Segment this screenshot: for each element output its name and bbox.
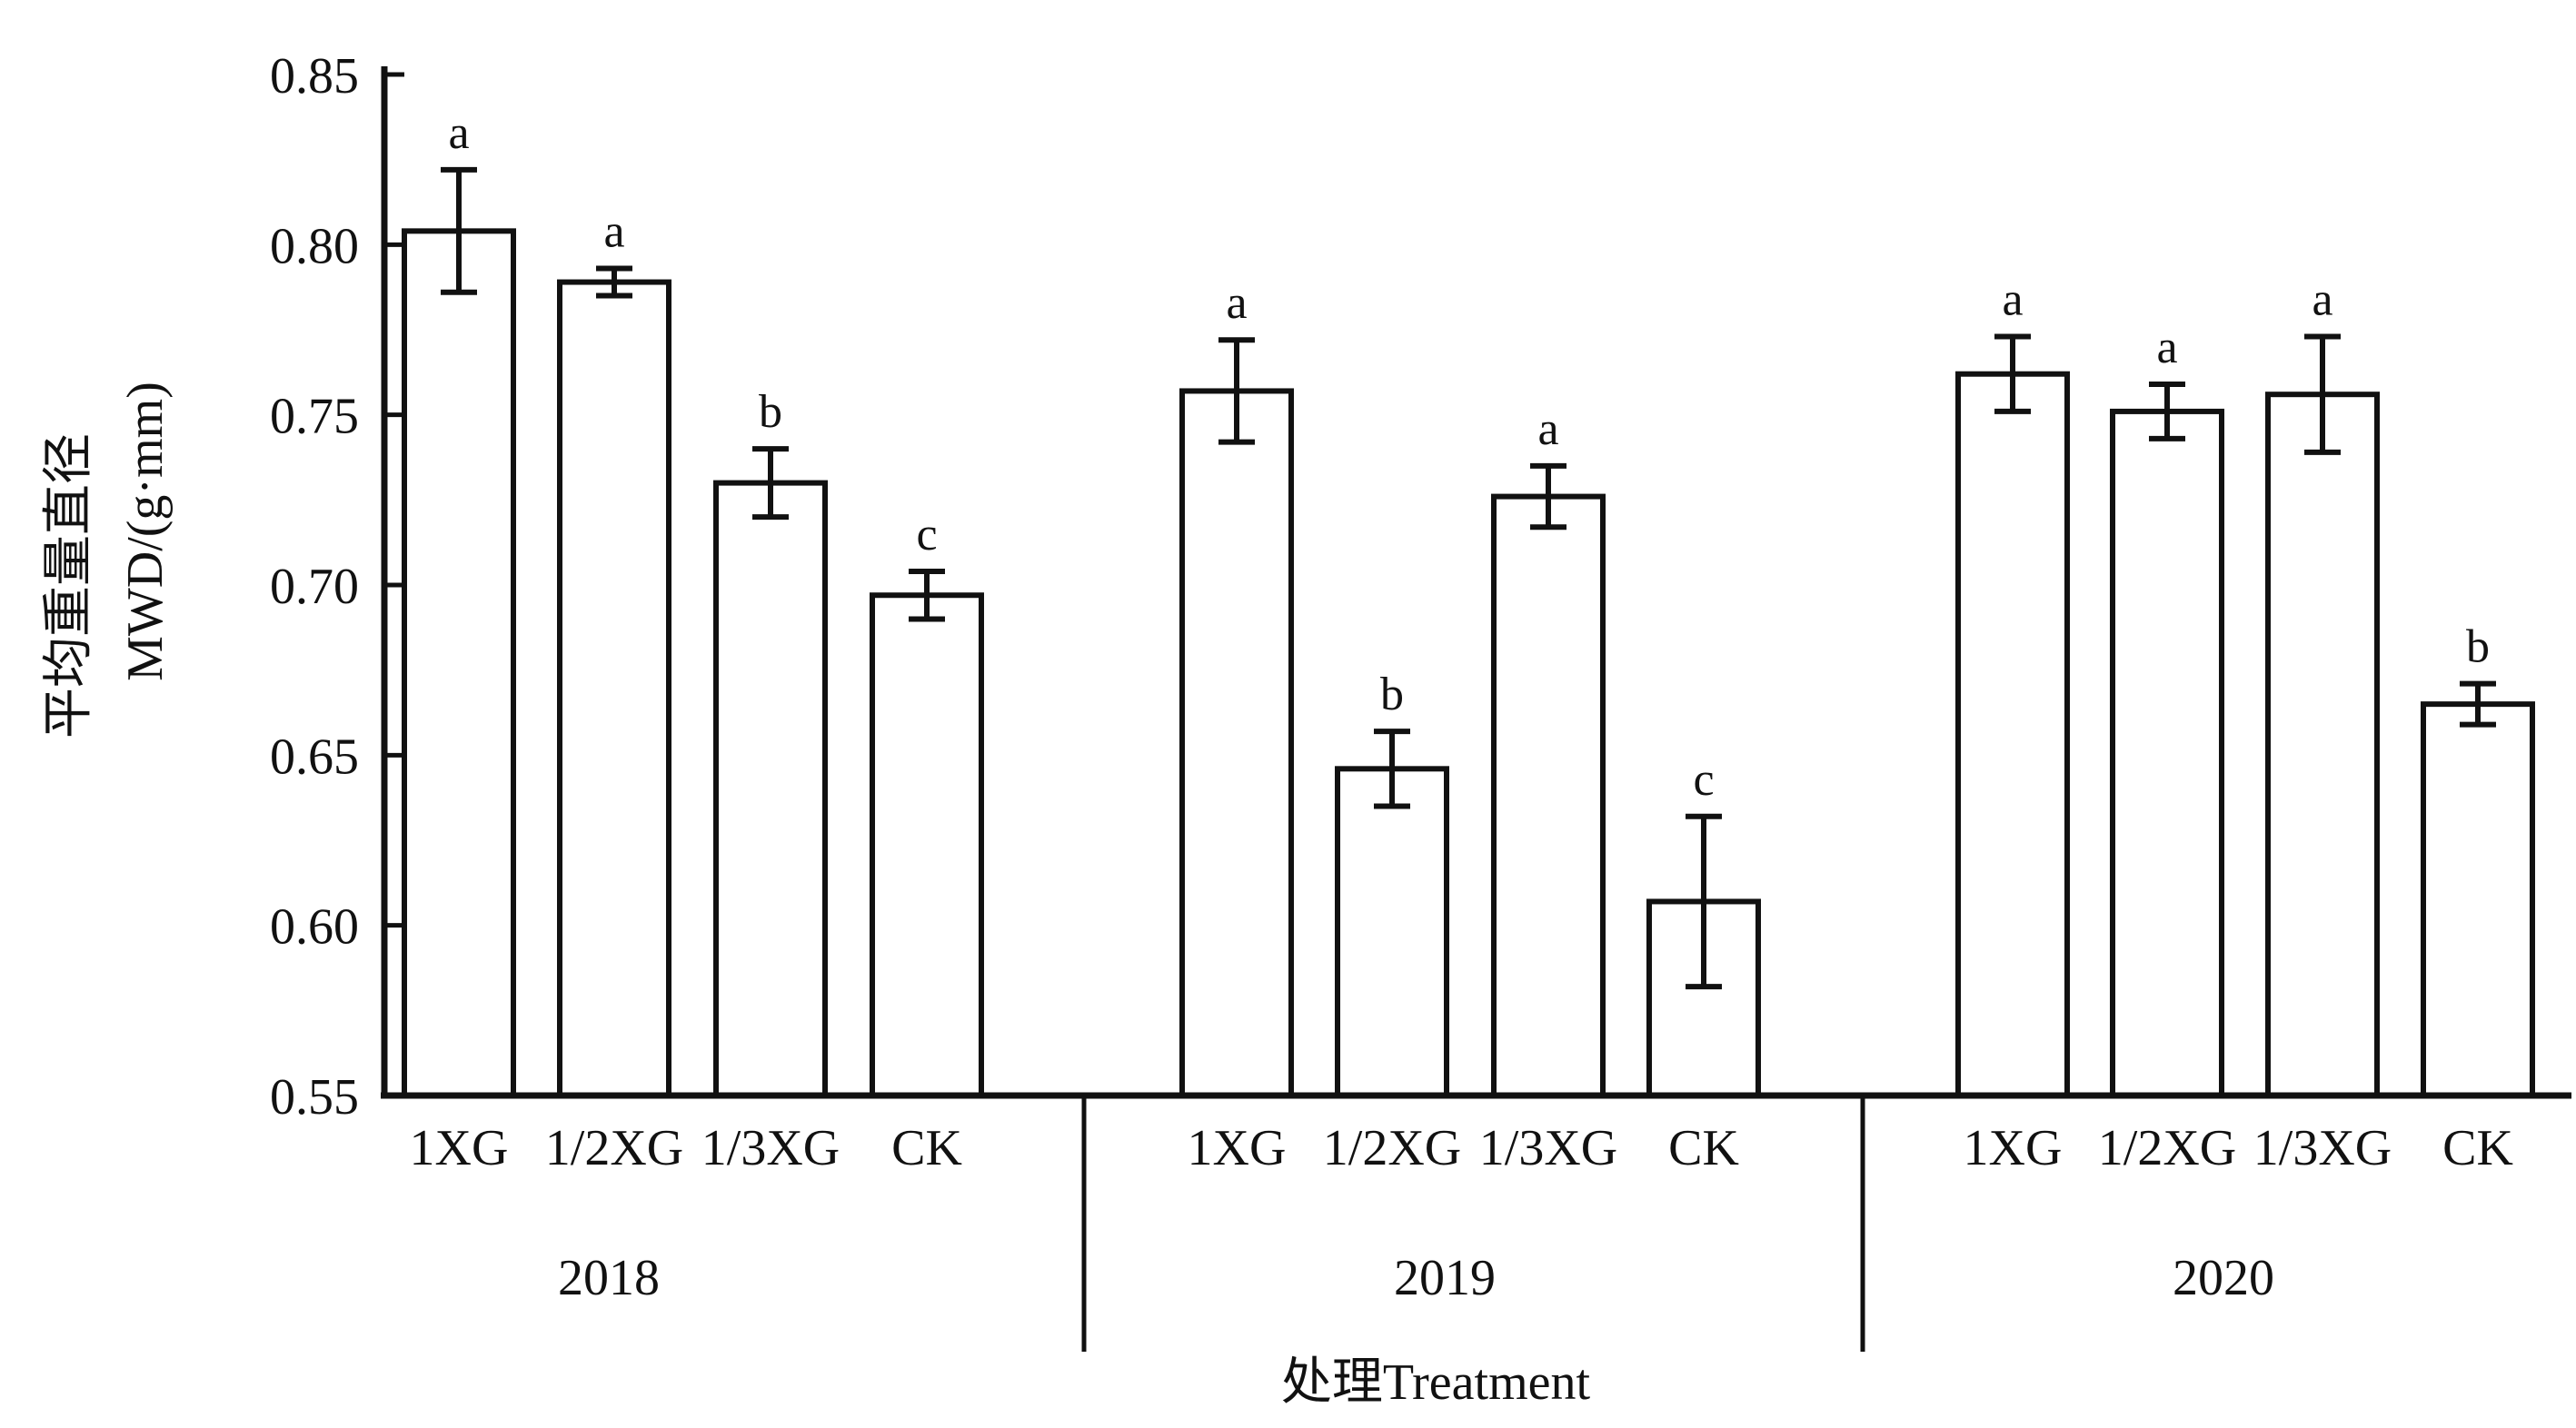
bar	[870, 592, 984, 1098]
significance-letter: a	[448, 107, 469, 159]
x-axis-title: 处理Treatment	[1281, 1354, 1591, 1411]
year-group-label: 2018	[558, 1250, 660, 1306]
category-label: CK	[2442, 1120, 2513, 1176]
y-tick-label: 0.55	[270, 1069, 359, 1126]
category-label: CK	[1668, 1120, 1739, 1176]
category-label: 1/3XG	[1479, 1120, 1617, 1176]
category-label: 1/2XG	[2098, 1120, 2236, 1176]
significance-letter: a	[2312, 273, 2332, 325]
bar	[557, 279, 671, 1098]
category-label: 1/3XG	[701, 1120, 840, 1176]
y-axis-title-chinese: 平均重量直径	[41, 433, 97, 739]
significance-letter: a	[603, 206, 624, 258]
significance-letter: b	[2466, 621, 2490, 673]
year-group-label: 2019	[1394, 1250, 1496, 1306]
year-group-label: 2020	[2173, 1250, 2274, 1306]
bar	[402, 228, 516, 1098]
bar	[2265, 392, 2380, 1099]
significance-letter: b	[759, 386, 782, 438]
significance-letter: c	[1693, 754, 1714, 806]
bar	[1491, 493, 1606, 1098]
significance-letter: b	[1380, 669, 1404, 720]
y-tick-label: 0.65	[270, 729, 359, 785]
significance-letter: c	[916, 509, 937, 560]
bar	[2421, 701, 2535, 1099]
bar	[2110, 408, 2224, 1099]
y-tick-label: 0.85	[270, 48, 359, 104]
bar	[713, 480, 828, 1098]
y-tick-label: 0.75	[270, 389, 359, 445]
y-tick-label: 0.80	[270, 218, 359, 274]
category-label: 1XG	[1188, 1120, 1287, 1176]
category-label: 1XG	[1964, 1120, 2063, 1176]
y-tick-label: 0.70	[270, 559, 359, 615]
significance-letter: a	[1226, 277, 1247, 329]
category-label: 1XG	[410, 1120, 509, 1176]
y-axis-title: MWD/(g·mm)	[117, 382, 174, 681]
bar	[1335, 766, 1449, 1098]
y-tick-label: 0.60	[270, 899, 359, 956]
significance-letter: a	[1537, 403, 1558, 455]
category-label: 1/2XG	[1323, 1120, 1461, 1176]
significance-letter: a	[2156, 322, 2177, 373]
chart-marks: a 1XG a 1/2XG b 1/3XG c CK 2018 a 1XG b 1/2XG a 1/3XG c…	[402, 107, 2535, 1306]
bar	[1955, 371, 2070, 1098]
significance-letter: a	[2002, 273, 2023, 325]
category-label: CK	[891, 1120, 962, 1176]
category-label: 1/3XG	[2253, 1120, 2392, 1176]
y-axis-ticks: 0.85 0.80 0.75 0.70 0.65 0.60 0.55	[270, 48, 404, 1126]
category-label: 1/2XG	[545, 1120, 683, 1176]
bar	[1179, 388, 1294, 1098]
